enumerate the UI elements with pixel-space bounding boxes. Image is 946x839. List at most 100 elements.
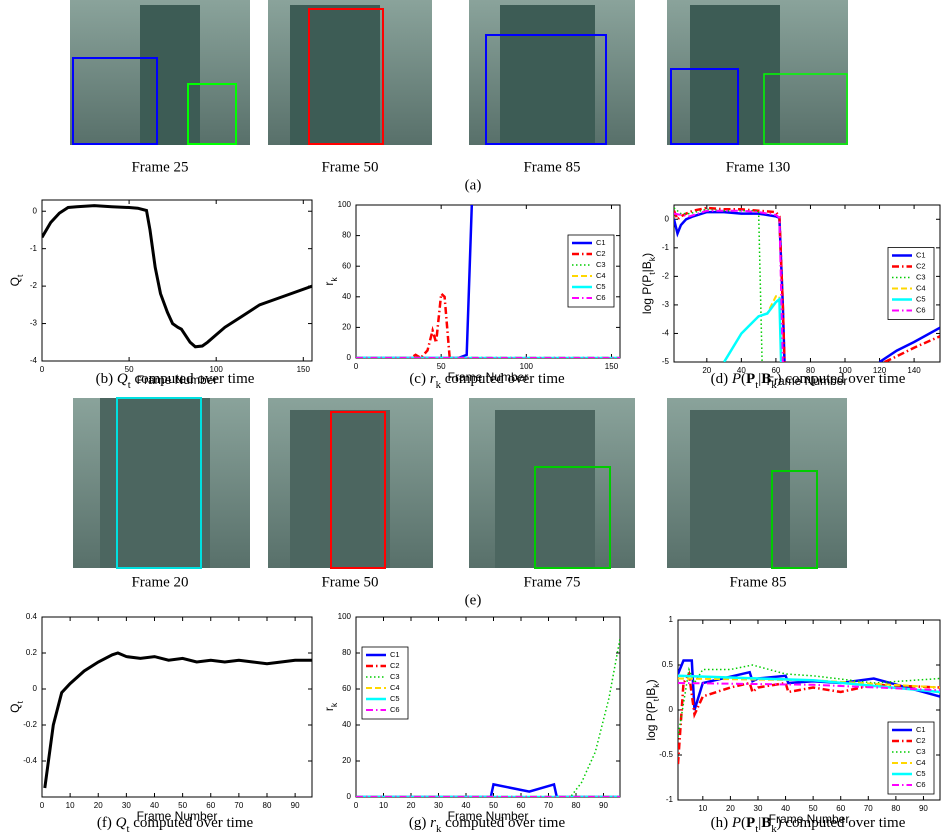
text-segment: log P(P [644, 701, 658, 740]
x-tick-label: 70 [234, 801, 243, 810]
frame-image [667, 398, 847, 569]
y-axis-label: Qt [8, 274, 25, 286]
frame-caption: Frame 20 [131, 574, 188, 590]
x-tick-label: 150 [297, 365, 311, 374]
y-tick-label: -2 [30, 281, 38, 290]
text-segment: (c) [409, 371, 429, 387]
text-segment: ( [741, 371, 746, 387]
subfigure-caption: (h) P(Pt|Bk) computed over time [711, 815, 906, 835]
text-segment: (h) [711, 815, 732, 831]
frame-caption: Frame 130 [726, 159, 791, 175]
legend-label: C5 [916, 294, 926, 303]
subfigure-caption: (f) Qt computed over time [97, 815, 254, 835]
text-segment: k [651, 683, 661, 688]
y-tick-label: -4 [662, 329, 670, 338]
text-segment: r [430, 815, 436, 831]
legend-label: C5 [916, 769, 926, 778]
x-tick-label: 60 [836, 804, 845, 813]
text-segment: ) [640, 253, 654, 257]
series-line [356, 205, 474, 358]
y-tick-label: 0 [665, 214, 670, 223]
subfigure-caption: (d) P(Pt|Bk) computed over time [711, 371, 906, 391]
text-segment: P [731, 815, 741, 831]
x-tick-label: 50 [125, 365, 134, 374]
x-tick-label: 70 [544, 801, 553, 810]
x-tick-label: 20 [702, 366, 711, 375]
x-tick-label: 50 [489, 801, 498, 810]
y-tick-label: 20 [342, 756, 351, 765]
x-tick-label: 80 [891, 804, 900, 813]
legend-box [887, 721, 935, 795]
x-axis-label: Frame Number [137, 809, 218, 823]
legend-label: C2 [916, 736, 926, 745]
x-tick-label: 60 [771, 366, 780, 375]
text-segment: t [755, 379, 758, 391]
frame-image [268, 0, 432, 145]
text-segment: r [430, 371, 436, 387]
plot-frame [41, 616, 313, 798]
text-segment: ) [644, 679, 658, 683]
x-tick-label: 60 [517, 801, 526, 810]
series-line [356, 291, 620, 358]
y-tick-label: 0 [347, 353, 352, 362]
y-tick-label: -0.2 [23, 720, 37, 729]
x-tick-label: 150 [605, 362, 619, 371]
text-segment: k [647, 256, 657, 261]
legend-label: C6 [596, 293, 606, 302]
legend-label: C2 [916, 261, 926, 270]
text-segment: ( [741, 815, 746, 831]
x-tick-label: 10 [698, 804, 707, 813]
x-tick-label: 10 [66, 801, 75, 810]
legend-label: C4 [916, 283, 926, 292]
y-tick-label: 40 [342, 720, 351, 729]
frame-image [469, 398, 635, 569]
subfigure-caption: (c) rk computed over time [409, 371, 565, 391]
text-segment: t [651, 698, 661, 701]
legend-label: C4 [390, 683, 400, 692]
frame-caption: Frame 85 [729, 574, 786, 590]
x-tick-label: 120 [873, 366, 887, 375]
text-segment: k [771, 823, 777, 835]
x-tick-label: 20 [94, 801, 103, 810]
text-segment: t [128, 379, 131, 391]
y-axis-label: log P(Pt|Bk) [640, 253, 657, 314]
y-tick-label: -1 [30, 244, 38, 253]
legend-label: C1 [916, 250, 926, 259]
text-segment: (d) [711, 371, 732, 387]
frame-image [268, 398, 433, 569]
legend: C1 C2 C3 C4 C5 C6 [361, 646, 409, 720]
y-tick-label: 0.2 [26, 648, 38, 657]
series-line [678, 682, 940, 692]
frame-caption: Frame 50 [321, 574, 378, 590]
x-tick-label: 80 [572, 801, 581, 810]
x-tick-label: 0 [354, 801, 359, 810]
text-segment: Q [8, 704, 22, 713]
legend-label: C4 [916, 758, 926, 767]
text-segment: | [758, 371, 761, 387]
y-axis-label: rk [322, 277, 339, 286]
y-tick-label: 0 [347, 792, 352, 801]
legend-label: C2 [596, 249, 606, 258]
y-tick-label: -1 [662, 243, 670, 252]
subfigure-label: (e) [465, 592, 482, 608]
series-line [674, 206, 940, 362]
series-line [356, 638, 620, 797]
legend-label: C6 [390, 705, 400, 714]
y-tick-label: -5 [662, 357, 670, 366]
text-segment: |B [640, 261, 654, 272]
text-segment: computed over time [441, 371, 565, 387]
text-segment: computed over time [441, 815, 565, 831]
x-tick-label: 0 [40, 365, 45, 374]
chart: 0 10 20 30 40 50 60 70 80 90 -0.4 -0.2 0 0.2 0.4 Frame … [8, 612, 313, 823]
x-tick-label: 10 [379, 801, 388, 810]
legend-label: C2 [390, 661, 400, 670]
text-segment: ) computed over time [777, 815, 906, 831]
text-segment: (f) [97, 815, 116, 831]
text-segment: t [15, 701, 25, 704]
text-segment: | [758, 815, 761, 831]
x-tick-label: 100 [520, 362, 534, 371]
x-tick-label: 0 [40, 801, 45, 810]
chart: 20 40 60 80 100 120 140 -5 -4 -3 -2 -1 0 Frame Number… [640, 204, 941, 388]
x-axis-label: Frame Number [137, 373, 218, 387]
y-tick-label: 100 [338, 612, 352, 621]
